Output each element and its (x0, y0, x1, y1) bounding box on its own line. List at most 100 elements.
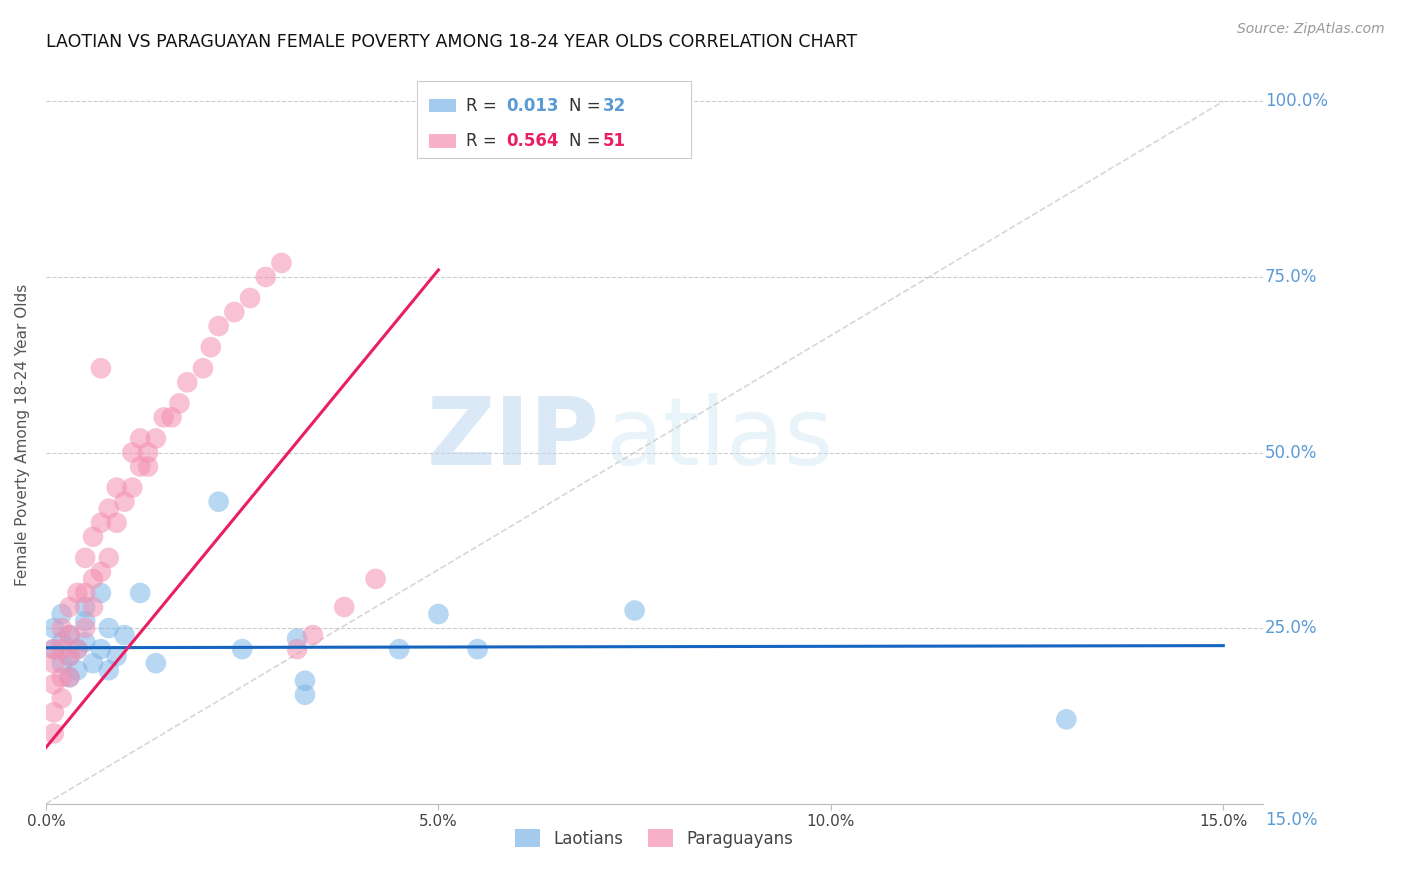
Text: ZIP: ZIP (426, 392, 599, 484)
Point (114, 494, 136, 508)
Point (82, 530, 104, 544)
Point (301, 628, 323, 642)
Point (42, 706, 65, 720)
Point (191, 361, 214, 376)
Point (105, 516, 128, 530)
Text: 15.0%: 15.0% (1265, 811, 1317, 829)
Point (97, 663, 120, 677)
Point (121, 481, 143, 495)
Point (75, 614, 97, 628)
Point (427, 607, 450, 621)
Text: 51: 51 (603, 132, 626, 151)
Point (90, 642, 112, 657)
Text: 25.0%: 25.0% (1265, 619, 1317, 637)
Point (152, 410, 174, 425)
Point (42, 642, 65, 657)
Point (254, 269, 277, 284)
Point (51, 607, 73, 621)
Point (623, 603, 645, 617)
Point (105, 481, 128, 495)
Point (66, 642, 89, 657)
Point (90, 565, 112, 579)
Point (58, 628, 80, 642)
FancyBboxPatch shape (429, 98, 456, 112)
Point (75, 635, 97, 649)
Text: N =: N = (569, 97, 606, 115)
Point (129, 459, 152, 474)
Text: R =: R = (465, 97, 502, 115)
Point (285, 642, 308, 657)
Point (294, 688, 316, 702)
Point (97, 501, 120, 516)
Point (51, 621, 73, 635)
Point (75, 550, 97, 565)
Point (58, 670, 80, 684)
Point (176, 376, 198, 390)
Point (90, 361, 112, 376)
Text: 32: 32 (603, 97, 627, 115)
Point (467, 642, 489, 657)
Text: Source: ZipAtlas.com: Source: ZipAtlas.com (1237, 22, 1385, 37)
Point (270, 256, 292, 270)
Point (42, 677, 65, 691)
Point (90, 586, 112, 600)
Point (121, 445, 143, 459)
Point (42, 621, 65, 635)
Point (136, 445, 159, 459)
Y-axis label: Female Poverty Among 18-24 Year Olds: Female Poverty Among 18-24 Year Olds (15, 284, 30, 586)
Point (105, 649, 128, 664)
Point (51, 635, 73, 649)
Point (66, 586, 89, 600)
Point (90, 516, 112, 530)
FancyBboxPatch shape (418, 81, 690, 159)
Text: R =: R = (465, 132, 502, 151)
Point (208, 494, 231, 508)
Point (42, 642, 65, 657)
Point (42, 656, 65, 670)
Text: 75.0%: 75.0% (1265, 268, 1317, 286)
Point (285, 632, 308, 646)
Point (208, 319, 231, 334)
Point (58, 649, 80, 664)
Point (129, 586, 152, 600)
Text: atlas: atlas (606, 392, 834, 484)
FancyBboxPatch shape (429, 134, 456, 148)
Point (145, 656, 167, 670)
Point (97, 621, 120, 635)
Point (200, 340, 222, 354)
Text: N =: N = (569, 132, 606, 151)
Point (51, 642, 73, 657)
Point (58, 649, 80, 664)
Text: 100.0%: 100.0% (1265, 93, 1329, 111)
Point (51, 656, 73, 670)
Point (97, 550, 120, 565)
Text: LAOTIAN VS PARAGUAYAN FEMALE POVERTY AMONG 18-24 YEAR OLDS CORRELATION CHART: LAOTIAN VS PARAGUAYAN FEMALE POVERTY AMO… (46, 33, 858, 51)
Text: 50.0%: 50.0% (1265, 443, 1317, 461)
Legend: Laotians, Paraguayans: Laotians, Paraguayans (509, 822, 800, 855)
Point (82, 656, 104, 670)
Point (1054, 712, 1077, 726)
Point (58, 628, 80, 642)
Point (239, 291, 262, 305)
Point (224, 305, 246, 319)
Point (75, 621, 97, 635)
Point (145, 432, 167, 446)
Point (51, 670, 73, 684)
Point (58, 599, 80, 614)
Point (388, 642, 411, 657)
Point (51, 691, 73, 706)
Point (82, 599, 104, 614)
Point (160, 410, 183, 425)
Point (169, 396, 191, 410)
Point (58, 670, 80, 684)
Point (75, 599, 97, 614)
Point (333, 599, 356, 614)
Point (42, 726, 65, 740)
Point (114, 628, 136, 642)
Point (66, 642, 89, 657)
Point (364, 572, 387, 586)
Point (82, 572, 104, 586)
Point (66, 663, 89, 677)
Text: 0.564: 0.564 (506, 132, 558, 151)
Text: 0.013: 0.013 (506, 97, 558, 115)
